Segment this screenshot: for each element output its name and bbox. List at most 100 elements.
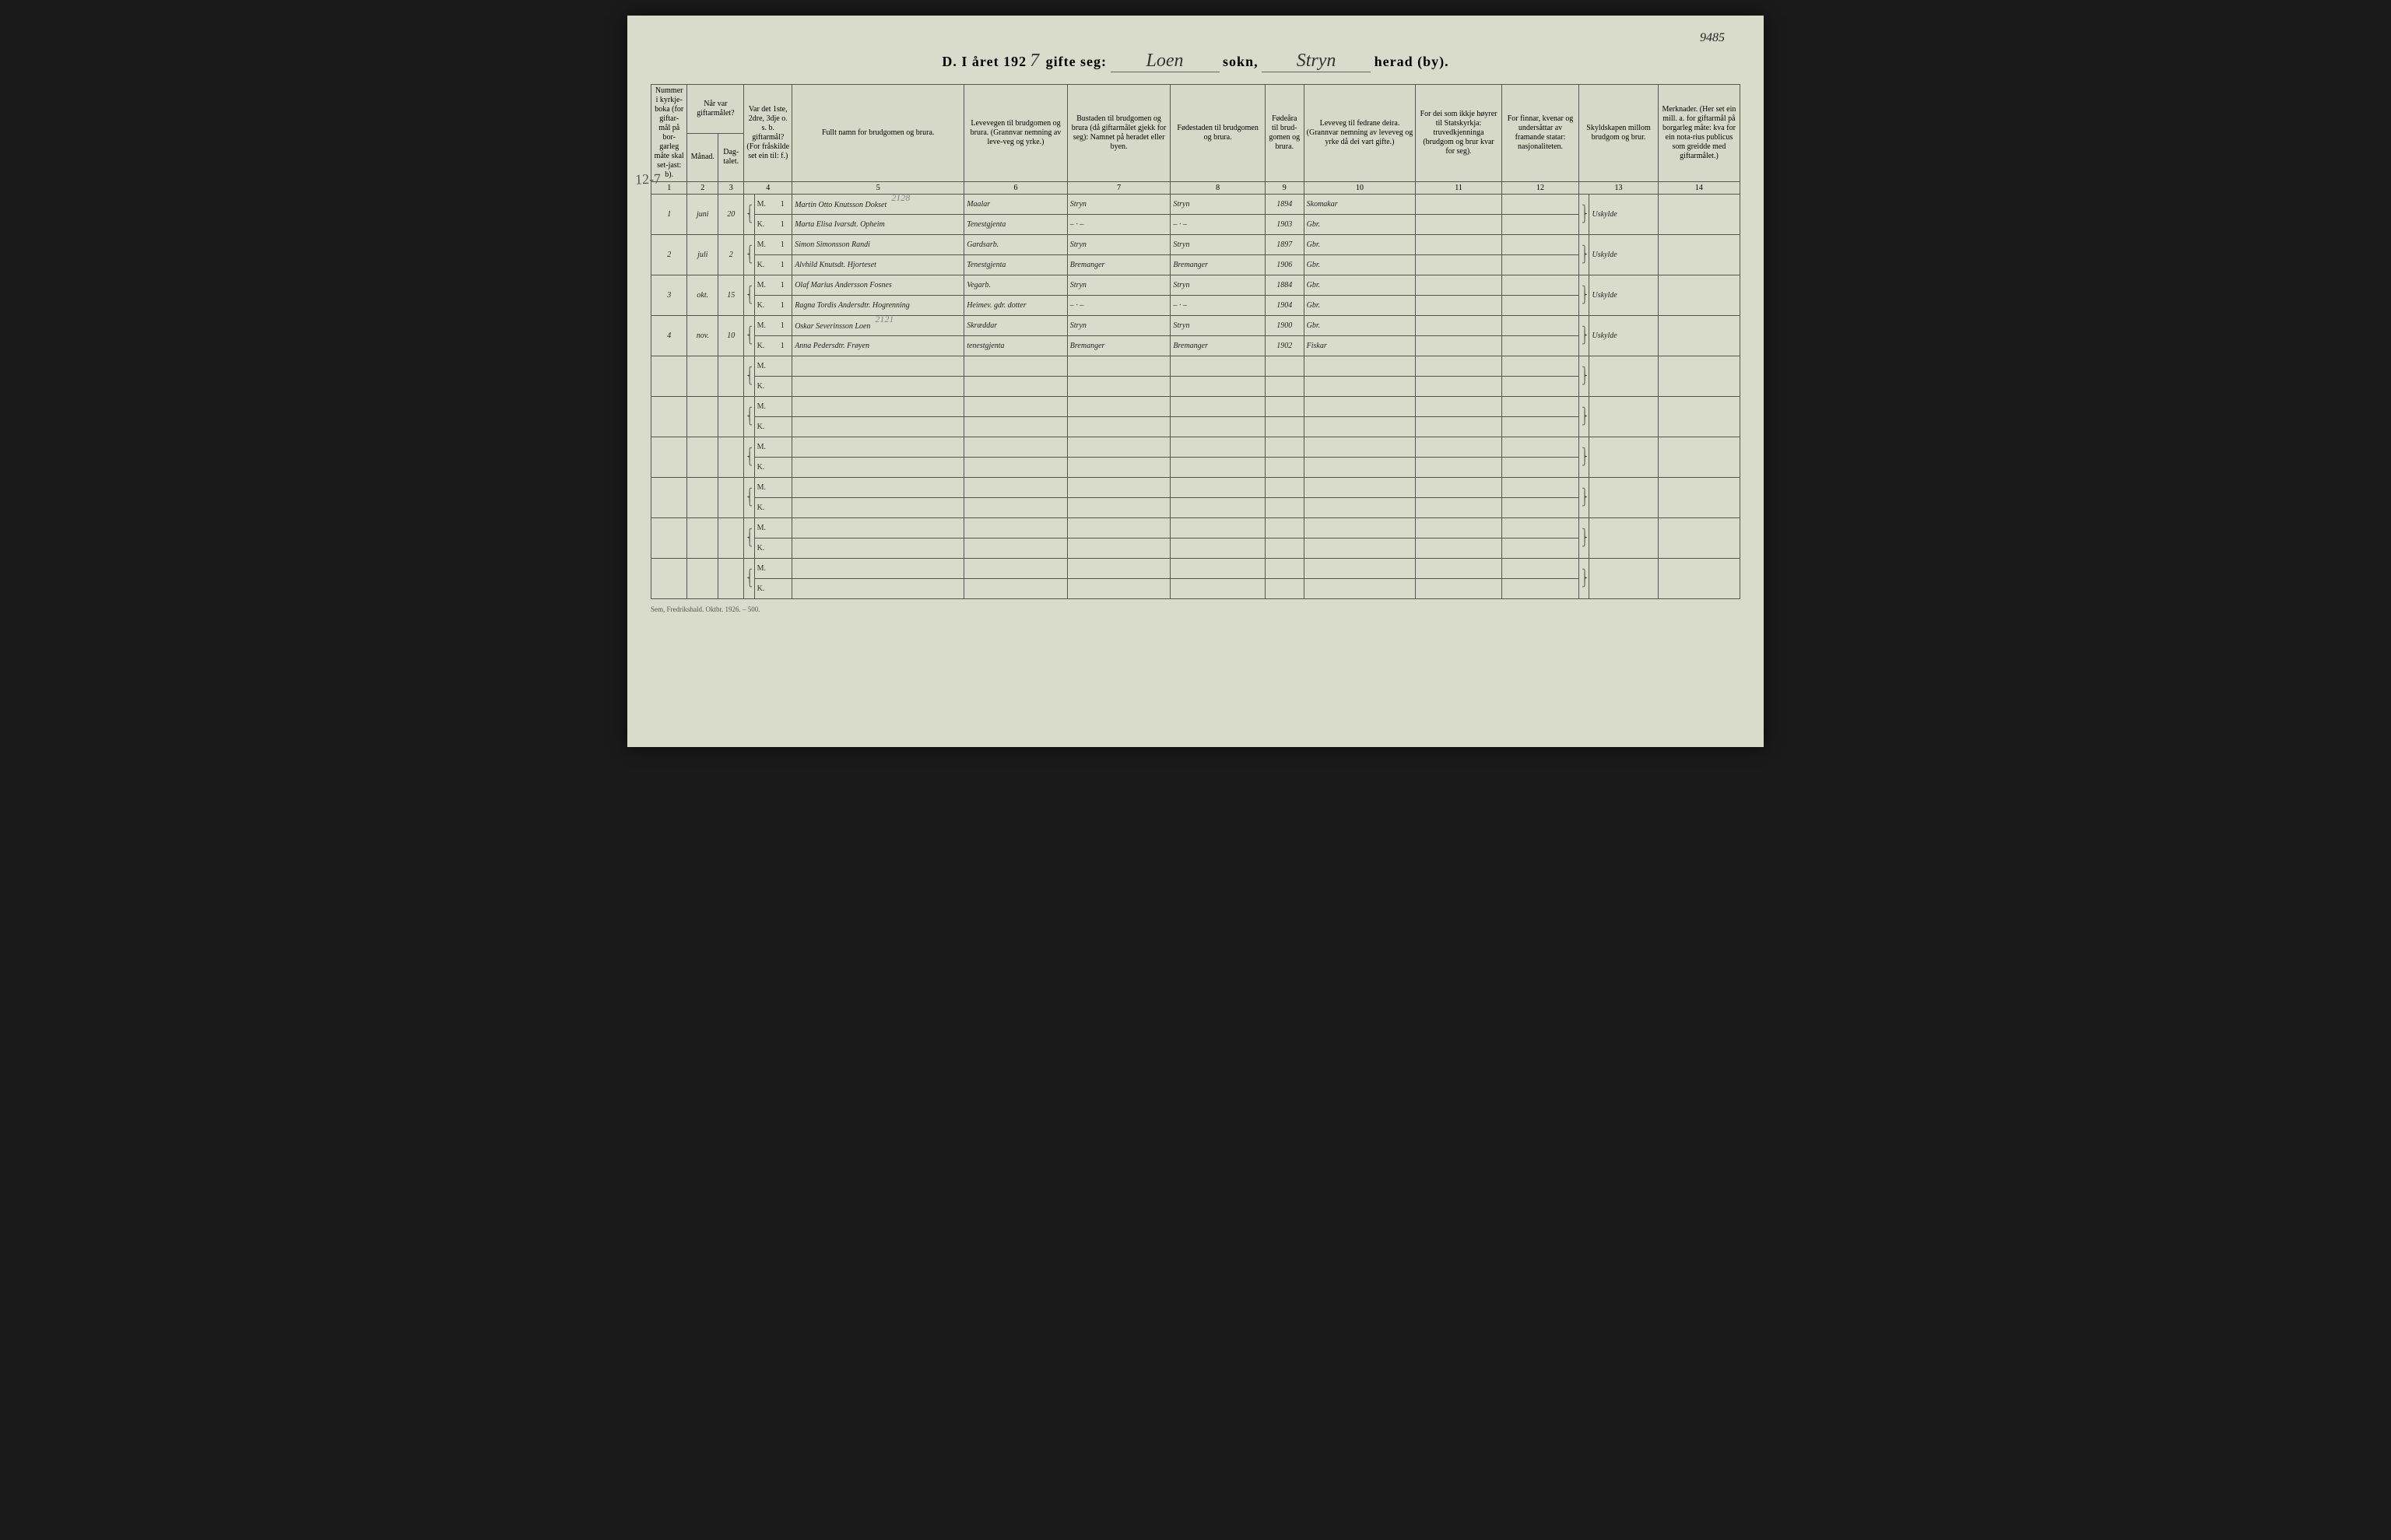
cell-11 bbox=[1416, 195, 1502, 215]
blank bbox=[718, 437, 744, 478]
table-row-blank: ⎧⎨⎩M.⎫⎬⎭ bbox=[651, 397, 1740, 417]
m-count: 1 bbox=[773, 316, 792, 336]
blank bbox=[964, 579, 1068, 599]
blank bbox=[1304, 437, 1416, 458]
bride-birthplace: – · – bbox=[1171, 215, 1266, 235]
groom-occ: Maalar bbox=[964, 195, 1068, 215]
entry-month: juli bbox=[687, 235, 718, 275]
blank bbox=[1501, 538, 1578, 559]
blank bbox=[651, 437, 687, 478]
blank bbox=[792, 559, 964, 579]
blank bbox=[1304, 397, 1416, 417]
blank bbox=[1171, 538, 1266, 559]
blank bbox=[773, 518, 792, 538]
mk-m: M. bbox=[754, 518, 773, 538]
groom-res: Stryn bbox=[1067, 316, 1171, 336]
table-row-blank: K. bbox=[651, 538, 1740, 559]
cell-11 bbox=[1416, 235, 1502, 255]
bride-res: – · – bbox=[1067, 296, 1171, 316]
k-count: 1 bbox=[773, 255, 792, 275]
cell-12 bbox=[1501, 296, 1578, 316]
blank bbox=[1501, 458, 1578, 478]
groom-birthplace: Stryn bbox=[1171, 316, 1266, 336]
blank bbox=[651, 397, 687, 437]
blank bbox=[1304, 478, 1416, 498]
blank bbox=[1067, 377, 1171, 397]
relation: Uskylde bbox=[1589, 235, 1658, 275]
blank bbox=[1416, 498, 1502, 518]
ledger-table: Nummer i kyrkje-boka (for giftar-mål på … bbox=[651, 84, 1740, 599]
bride-year: 1904 bbox=[1265, 296, 1304, 316]
col-header-1: Nummer i kyrkje-boka (for giftar-mål på … bbox=[651, 85, 687, 182]
blank bbox=[1265, 397, 1304, 417]
col-header-5: Fullt namn for brudgomen og brura. bbox=[792, 85, 964, 182]
blank bbox=[1265, 437, 1304, 458]
table-row-blank: K. bbox=[651, 377, 1740, 397]
mk-k: K. bbox=[754, 255, 773, 275]
blank bbox=[1067, 417, 1171, 437]
blank bbox=[1304, 518, 1416, 538]
brace-right: ⎫⎬⎭ bbox=[1579, 559, 1589, 599]
blank bbox=[1658, 518, 1740, 559]
mk-k: K. bbox=[754, 579, 773, 599]
blank bbox=[1304, 579, 1416, 599]
blank bbox=[1501, 356, 1578, 377]
colnum: 13 bbox=[1579, 182, 1659, 195]
blank bbox=[1171, 377, 1266, 397]
bride-birthplace: – · – bbox=[1171, 296, 1266, 316]
cell-11 bbox=[1416, 316, 1502, 336]
table-row-blank: ⎧⎨⎩M.⎫⎬⎭ bbox=[651, 437, 1740, 458]
groom-occ: Vegarb. bbox=[964, 275, 1068, 296]
mk-m: M. bbox=[754, 559, 773, 579]
blank bbox=[1589, 356, 1658, 397]
entry-day: 20 bbox=[718, 195, 744, 235]
blank bbox=[687, 518, 718, 559]
mk-k: K. bbox=[754, 377, 773, 397]
col-header-6: Levevegen til brudgomen og brura. (Grann… bbox=[964, 85, 1068, 182]
brace-left: ⎧⎨⎩ bbox=[744, 518, 754, 559]
entry-month: juni bbox=[687, 195, 718, 235]
column-numbers: 1 2 3 4 5 6 7 8 9 10 11 12 13 14 bbox=[651, 182, 1740, 195]
blank bbox=[792, 579, 964, 599]
blank bbox=[773, 417, 792, 437]
groom-father: Gbr. bbox=[1304, 235, 1416, 255]
bride-name: Marta Elisa Ivarsdt. Opheim bbox=[792, 215, 964, 235]
colnum: 2 bbox=[687, 182, 718, 195]
bride-name: Ragna Tordis Andersdtr. Hogrenning bbox=[792, 296, 964, 316]
blank bbox=[687, 397, 718, 437]
brace-left: ⎧⎨⎩ bbox=[744, 275, 754, 316]
page-title: D. I året 1927 gifte seg: Loen sokn, Str… bbox=[651, 51, 1740, 72]
mk-m: M. bbox=[754, 195, 773, 215]
bride-res: – · – bbox=[1067, 215, 1171, 235]
relation: Uskylde bbox=[1589, 275, 1658, 316]
blank bbox=[718, 356, 744, 397]
blank bbox=[1265, 478, 1304, 498]
bride-year: 1903 bbox=[1265, 215, 1304, 235]
bride-name: Alvhild Knutsdt. Hjorteset bbox=[792, 255, 964, 275]
k-count: 1 bbox=[773, 336, 792, 356]
cell-12 bbox=[1501, 215, 1578, 235]
blank bbox=[964, 437, 1068, 458]
col-header-7: Bustaden til brudgomen og brura (då gift… bbox=[1067, 85, 1171, 182]
mk-m: M. bbox=[754, 316, 773, 336]
blank bbox=[1067, 437, 1171, 458]
groom-birthplace: Stryn bbox=[1171, 275, 1266, 296]
blank bbox=[1416, 458, 1502, 478]
blank bbox=[1067, 518, 1171, 538]
cell-12 bbox=[1501, 235, 1578, 255]
cell-11 bbox=[1416, 215, 1502, 235]
blank bbox=[687, 559, 718, 599]
blank bbox=[792, 356, 964, 377]
brace-right: ⎫⎬⎭ bbox=[1579, 518, 1589, 559]
blank bbox=[1171, 478, 1266, 498]
blank bbox=[964, 397, 1068, 417]
brace-left: ⎧⎨⎩ bbox=[744, 316, 754, 356]
blank bbox=[687, 478, 718, 518]
blank bbox=[1067, 356, 1171, 377]
bride-year: 1906 bbox=[1265, 255, 1304, 275]
ledger-page: 9485 12-7 D. I året 1927 gifte seg: Loen… bbox=[627, 16, 1764, 747]
blank bbox=[1304, 498, 1416, 518]
cell-14 bbox=[1658, 275, 1740, 316]
table-row-blank: ⎧⎨⎩M.⎫⎬⎭ bbox=[651, 478, 1740, 498]
colnum: 3 bbox=[718, 182, 744, 195]
